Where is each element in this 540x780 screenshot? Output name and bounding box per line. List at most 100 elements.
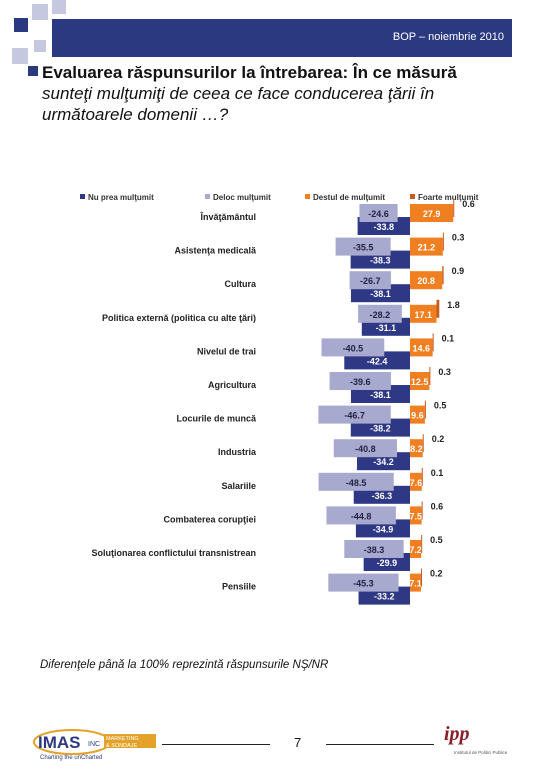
value-deloc: -38.3	[364, 545, 385, 555]
decor-square-4	[12, 48, 28, 64]
legend-swatch	[305, 194, 310, 199]
svg-text:IMAS: IMAS	[38, 733, 81, 752]
decor-square-2	[32, 4, 48, 20]
bar-deloc	[335, 237, 391, 256]
value-destul: 21.2	[418, 243, 436, 253]
svg-text:MARKETING: MARKETING	[106, 736, 139, 742]
page-title: Evaluarea răspunsurilor la întrebarea: Î…	[42, 62, 522, 125]
category-label: Salariile	[221, 481, 256, 491]
value-foarte: 0.1	[442, 333, 455, 343]
bar-destul	[410, 439, 423, 458]
decor-square-3	[34, 40, 46, 52]
value-destul: 7.5	[410, 511, 423, 521]
bar-destul	[410, 204, 454, 222]
bar-deloc	[333, 439, 397, 458]
bar-foarte	[422, 434, 424, 453]
bar-foarte	[432, 333, 434, 352]
bar-destul	[410, 405, 425, 424]
value-foarte: 0.2	[432, 434, 445, 444]
value-destul: 20.8	[417, 276, 435, 286]
value-foarte: 0.2	[430, 569, 443, 579]
category-label: Învăţământul	[199, 211, 256, 222]
bar-foarte	[442, 232, 444, 251]
imas-logo: IMAS INC MARKETING & SONDAJE Charting th…	[32, 722, 162, 762]
value-deloc: -40.5	[343, 343, 364, 353]
value-deloc: -24.6	[368, 209, 389, 219]
bar-foarte	[421, 501, 423, 520]
value-deloc: -46.7	[344, 411, 365, 421]
category-label: Combaterea corupţiei	[163, 514, 256, 524]
legend-label: Deloc mulţumit	[213, 193, 271, 202]
header-bar: BOP – noiembrie 2010	[52, 19, 512, 57]
title-line-1: Evaluarea răspunsurilor la întrebarea: Î…	[42, 63, 457, 82]
value-foarte: 0.3	[452, 233, 465, 243]
value-destul: 8.2	[410, 444, 423, 454]
bar-foarte	[436, 299, 440, 318]
value-destul: 7.1	[409, 579, 422, 589]
value-deloc: -26.7	[360, 276, 381, 286]
bar-destul	[410, 573, 422, 592]
value-foarte: 0.5	[430, 535, 443, 545]
category-label: Agricultura	[208, 380, 257, 390]
svg-text:INC: INC	[88, 741, 100, 748]
value-deloc: -48.5	[346, 478, 367, 488]
bar-destul	[410, 506, 422, 525]
title-line-2: sunteţi mulţumiţi de ceea ce face conduc…	[42, 84, 435, 103]
bar-destul	[410, 472, 422, 491]
value-deloc: -35.5	[353, 243, 374, 253]
legend-label: Nu prea mulţumit	[88, 193, 154, 202]
bar-foarte	[442, 266, 444, 285]
value-deloc: -40.8	[355, 444, 376, 454]
svg-text:Institutul de Politici Publice: Institutul de Politici Publice	[454, 750, 508, 755]
value-deloc: -39.6	[350, 377, 371, 387]
category-label: Industria	[218, 447, 257, 457]
legend-swatch	[80, 194, 85, 199]
value-nu-prea: -34.9	[373, 524, 394, 534]
value-destul: 17.1	[414, 310, 432, 320]
footnote: Diferenţele până la 100% reprezintă răsp…	[40, 659, 329, 671]
value-deloc: -44.8	[351, 511, 372, 521]
value-deloc: -28.2	[370, 310, 391, 320]
value-destul: 14.6	[413, 343, 431, 353]
title-line-3: următoarele domenii …?	[42, 105, 229, 124]
category-label: Soluţionarea conflictului transnistrean	[91, 548, 256, 558]
bar-deloc	[326, 506, 396, 525]
value-nu-prea: -36.3	[372, 491, 393, 501]
value-foarte: 0.1	[431, 468, 444, 478]
ipp-logo-graphic: ipp Institutul de Politici Publice	[444, 723, 508, 755]
bar-foarte	[453, 199, 455, 217]
bar-foarte	[424, 400, 426, 419]
bar-destul	[410, 237, 443, 256]
footer-line-right	[326, 744, 434, 745]
bar-destul	[410, 304, 437, 323]
bar-deloc	[318, 472, 394, 491]
svg-text:& SONDAJE: & SONDAJE	[106, 743, 138, 749]
value-destul: 12.5	[411, 377, 429, 387]
bar-foarte	[421, 535, 423, 553]
category-label: Politica externă (politica cu alte ţări)	[102, 313, 256, 323]
value-foarte: 1.8	[447, 300, 460, 310]
decor-square-1	[14, 18, 28, 32]
imas-logo-graphic: IMAS INC MARKETING & SONDAJE Charting th…	[33, 729, 156, 761]
value-foarte: 0.9	[452, 266, 465, 276]
value-foarte: 0.6	[462, 199, 475, 209]
value-nu-prea: -38.1	[370, 390, 391, 400]
legend-label: Foarte mulţumit	[418, 193, 479, 202]
value-nu-prea: -33.8	[374, 222, 395, 232]
footer-line-left	[162, 744, 270, 745]
value-foarte: 0.5	[434, 401, 447, 411]
value-nu-prea: -42.4	[367, 356, 388, 366]
value-nu-prea: -38.3	[370, 256, 391, 266]
value-foarte: 0.3	[438, 367, 451, 377]
value-nu-prea: -34.2	[373, 457, 394, 467]
legend-swatch	[205, 194, 210, 199]
bar-deloc	[359, 204, 398, 222]
svg-text:ipp: ipp	[444, 723, 470, 745]
page-number: 7	[294, 735, 302, 750]
bar-destul	[410, 338, 433, 357]
chart-legend: Nu prea mulţumit Deloc mulţumit Destul de …	[80, 193, 479, 202]
title-bullet	[28, 66, 38, 76]
bar-foarte	[421, 568, 423, 587]
bar-deloc	[328, 573, 399, 592]
bar-destul	[410, 540, 422, 558]
